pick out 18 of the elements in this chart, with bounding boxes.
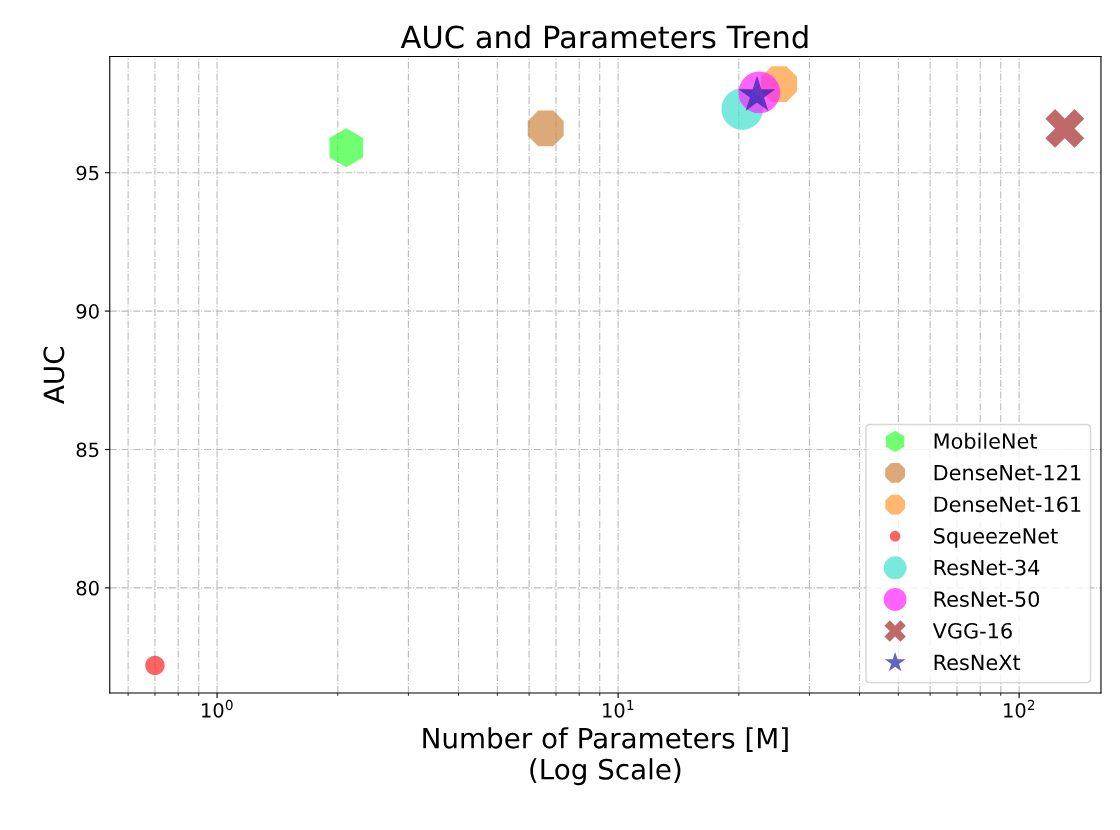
y-axis-title: AUC	[43, 346, 65, 404]
y-tick-label: 80	[76, 580, 99, 596]
legend-label: DenseNet-161	[934, 496, 1081, 513]
legend-label: SqueezeNet	[933, 528, 1058, 548]
y-tick-label: 95	[76, 165, 99, 181]
legend-label: DenseNet-121	[934, 464, 1081, 481]
x-axis-title: Number of Parameters [M] (Log Scale)	[423, 727, 788, 786]
x-tick-label: 10$^{1}$	[603, 700, 634, 718]
y-tick-label: 85	[76, 442, 99, 458]
chart-title: AUC and Parameters Trend	[400, 24, 808, 49]
legend-label: ResNet-50	[934, 591, 1040, 608]
legend-label: MobileNet	[934, 432, 1038, 449]
x-tick-label: 10$^{0}$	[202, 699, 233, 718]
legend-label: VGG-16	[932, 622, 1012, 639]
legend-label: ResNeXt	[934, 654, 1021, 671]
x-tick-label: 10$^{2}$	[1004, 699, 1035, 718]
legend-label: ResNet-34	[934, 559, 1040, 576]
y-tick-label: 90	[76, 304, 99, 319]
